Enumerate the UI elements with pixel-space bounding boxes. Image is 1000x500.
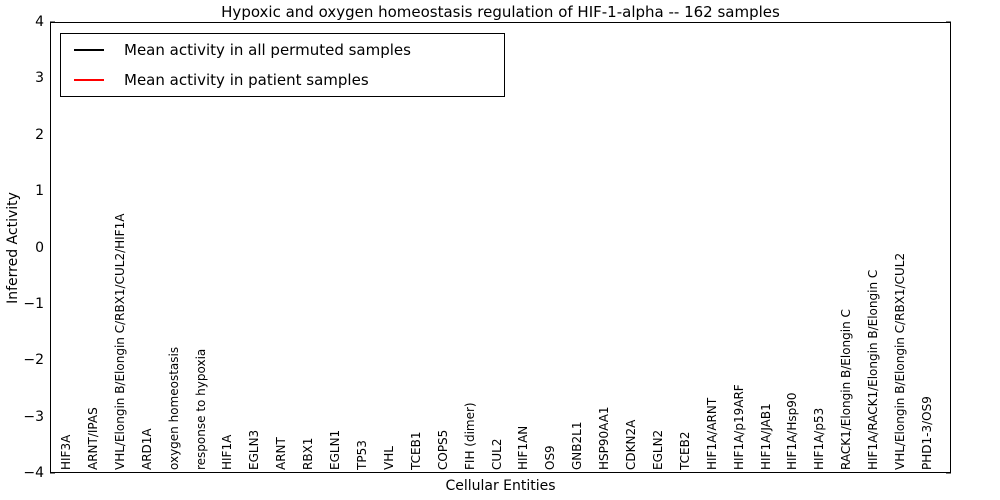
y-tick-label: −4 [23, 465, 44, 481]
x-category-label: oxygen homeostasis [166, 346, 181, 470]
y-tick-label: 4 [35, 14, 44, 30]
x-category-label: RACK1/Elongin B/Elongin C [839, 309, 854, 470]
x-category-label: EGLN3 [247, 429, 262, 470]
legend-label-patient: Mean activity in patient samples [124, 70, 369, 89]
x-category-label: ARNT/IPAS [85, 407, 100, 470]
legend-item-patient: Mean activity in patient samples [61, 66, 504, 93]
y-tick-label: −2 [23, 352, 44, 369]
x-category-label: TCEB1 [408, 431, 423, 470]
x-category-label: HSP90AA1 [597, 406, 612, 470]
y-tick-label: −1 [23, 295, 44, 312]
x-category-label: VHL/Elongin B/Elongin C/RBX1/CUL2 [893, 252, 908, 470]
x-category-label: VHL [381, 446, 396, 470]
legend: Mean activity in all permuted samples Me… [60, 33, 505, 97]
x-category-label: TP53 [354, 440, 369, 470]
y-tick-label: 0 [35, 239, 44, 256]
x-category-label: VHL/Elongin B/Elongin C/RBX1/CUL2/HIF1A [112, 213, 127, 470]
x-category-label: EGLN1 [328, 429, 343, 470]
x-category-label: CDKN2A [624, 419, 639, 470]
x-category-label: HIF1A/RACK1/Elongin B/Elongin C [866, 269, 881, 470]
x-category-label: GNB2L1 [570, 421, 585, 470]
x-category-label: EGLN2 [650, 429, 665, 470]
y-tick-label: 3 [35, 70, 44, 87]
x-category-label: HIF1A/Hsp90 [785, 392, 800, 470]
x-category-label: response to hypoxia [193, 348, 208, 470]
x-category-label: RBX1 [301, 437, 316, 470]
plot-area [50, 22, 951, 473]
x-category-label: HIF1A/JAB1 [758, 403, 773, 470]
legend-line-sample-permuted [74, 49, 104, 52]
x-category-label: TCEB2 [677, 431, 692, 470]
x-category-label: HIF1AN [516, 425, 531, 470]
x-category-label: ARNT [274, 437, 289, 470]
y-tick-label: −3 [23, 408, 44, 425]
legend-label-permuted: Mean activity in all permuted samples [124, 41, 411, 60]
x-category-label: HIF1A [220, 434, 235, 470]
x-axis-label: Cellular Entities [445, 478, 556, 494]
y-tick-label: 2 [35, 126, 44, 143]
legend-line-sample-patient [74, 78, 104, 81]
x-category-label: HIF3A [59, 434, 73, 470]
x-category-label: PHD1-3/OS9 [920, 396, 934, 470]
x-category-label: COPS5 [435, 429, 450, 470]
legend-item-permuted: Mean activity in all permuted samples [61, 37, 504, 64]
x-category-label: HIF1A/p53 [812, 407, 827, 470]
y-tick-label: 1 [35, 183, 44, 200]
x-category-label: ARD1A [139, 428, 154, 470]
x-category-label: HIF1A/ARNT [704, 397, 719, 470]
x-category-label: CUL2 [489, 438, 504, 470]
x-category-label: OS9 [543, 445, 558, 470]
chart-title: Hypoxic and oxygen homeostasis regulatio… [221, 3, 780, 21]
x-category-label: HIF1A/p19ARF [731, 384, 746, 470]
x-category-label: FIH (dimer) [462, 402, 477, 470]
